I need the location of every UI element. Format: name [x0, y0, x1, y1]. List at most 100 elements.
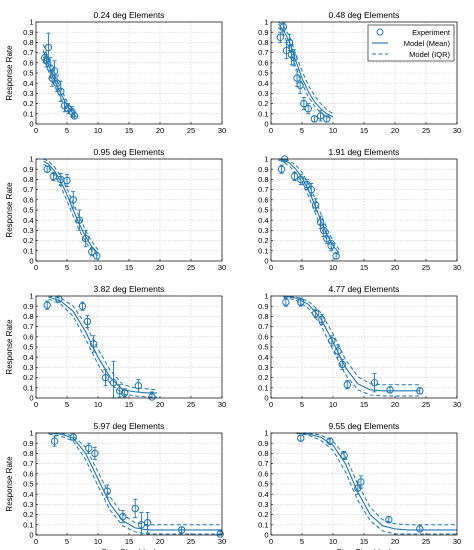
data-point	[216, 530, 224, 538]
y-tick-label: 0.5	[258, 206, 268, 215]
x-tick-label: 0	[34, 126, 38, 135]
data-point	[178, 526, 186, 534]
y-tick-label: 0.9	[258, 439, 268, 448]
axes-frame	[270, 158, 458, 262]
y-tick-label: 1	[29, 292, 33, 301]
data-point	[109, 379, 118, 387]
subplot-title: 9.55 deg Elements	[329, 421, 400, 431]
y-tick-label: 0.2	[258, 99, 268, 108]
x-tick-label: 10	[94, 400, 102, 409]
y-tick-label: 0.6	[258, 195, 268, 204]
series-model-iqr-lower	[43, 163, 99, 257]
data-point	[93, 252, 101, 260]
x-tick-label: 5	[65, 537, 69, 546]
y-tick-label: 0.1	[258, 520, 268, 529]
series-model-iqr-upper	[295, 432, 457, 526]
data-point	[416, 387, 424, 395]
data-point	[303, 180, 311, 189]
subplot-title: 3.82 deg Elements	[94, 284, 165, 294]
y-tick-label: 0.1	[258, 383, 268, 392]
y-tick-label: 0.6	[23, 195, 33, 204]
x-tick-label: 5	[65, 400, 69, 409]
y-tick-label: 0.9	[258, 28, 268, 37]
y-tick-label: 0.8	[23, 38, 33, 47]
y-tick-label: 0.1	[23, 109, 33, 118]
data-point	[134, 382, 143, 390]
series-model-iqr-lower	[295, 432, 457, 535]
x-tick-label: 30	[453, 126, 461, 135]
x-tick-label: 15	[360, 126, 368, 135]
data-point	[116, 387, 124, 395]
x-axis-label: Step Size (deg)	[336, 548, 391, 550]
y-tick-label: 0.5	[23, 343, 33, 352]
data-point	[338, 360, 346, 369]
y-tick-label: 0.7	[23, 185, 33, 194]
x-tick-label: 10	[94, 537, 102, 546]
data-point	[311, 309, 320, 318]
data-point	[75, 216, 84, 224]
y-tick-label: 1	[29, 18, 33, 27]
x-tick-label: 20	[391, 126, 399, 135]
x-tick-label: 10	[94, 263, 102, 272]
x-tick-label: 10	[94, 126, 102, 135]
y-tick-label: 0	[264, 257, 268, 266]
y-tick-label: 0.5	[258, 69, 268, 78]
axes-frame	[35, 432, 223, 536]
y-tick-label: 0.7	[258, 322, 268, 331]
data-point	[385, 516, 393, 524]
subplot-title: 5.97 deg Elements	[94, 421, 165, 431]
subplot-title: 0.95 deg Elements	[94, 147, 165, 157]
x-tick-label: 10	[329, 126, 337, 135]
y-tick-label: 0.5	[23, 480, 33, 489]
x-tick-label: 5	[300, 263, 304, 272]
x-tick-label: 20	[156, 537, 164, 546]
y-tick-label: 1	[264, 429, 268, 438]
y-axis-label: Response Rate	[5, 456, 14, 512]
axes-frame	[270, 21, 458, 125]
data-point	[63, 176, 71, 185]
series-model-iqr-upper	[283, 295, 420, 386]
x-tick-label: 0	[34, 400, 38, 409]
y-tick-label: 0.3	[258, 363, 268, 372]
legend-label-model-iqr: Model (IQR)	[409, 50, 450, 59]
data-point	[49, 172, 58, 181]
x-tick-label: 5	[300, 400, 304, 409]
y-tick-label: 0.4	[23, 79, 33, 88]
x-tick-label: 15	[125, 400, 133, 409]
y-tick-label: 0.9	[258, 302, 268, 311]
x-tick-label: 0	[269, 263, 273, 272]
x-tick-label: 0	[34, 263, 38, 272]
x-tick-label: 20	[156, 263, 164, 272]
y-tick-label: 0.8	[258, 175, 268, 184]
data-point	[279, 23, 288, 31]
data-point	[50, 437, 59, 445]
y-tick-label: 0.1	[23, 383, 33, 392]
y-tick-label: 0.8	[258, 38, 268, 47]
y-tick-label: 0.7	[258, 185, 268, 194]
y-tick-label: 0.4	[258, 79, 268, 88]
subplot-title: 0.24 deg Elements	[94, 10, 165, 20]
x-tick-label: 0	[269, 126, 273, 135]
y-tick-label: 0.5	[23, 206, 33, 215]
data-point	[50, 67, 59, 75]
y-tick-label: 0	[264, 120, 268, 129]
axes-frame	[270, 295, 458, 399]
data-point	[148, 393, 156, 401]
y-tick-label: 0	[264, 531, 268, 540]
x-tick-label: 25	[187, 126, 195, 135]
y-tick-label: 0.6	[258, 469, 268, 478]
y-tick-label: 0.2	[23, 373, 33, 382]
y-tick-label: 0.3	[23, 89, 33, 98]
x-tick-label: 15	[360, 400, 368, 409]
series-model-mean	[48, 296, 157, 394]
data-point	[78, 302, 87, 310]
data-point	[119, 512, 127, 521]
data-point	[297, 175, 305, 184]
data-point	[323, 234, 331, 243]
data-point	[316, 112, 325, 120]
data-point	[290, 172, 299, 181]
